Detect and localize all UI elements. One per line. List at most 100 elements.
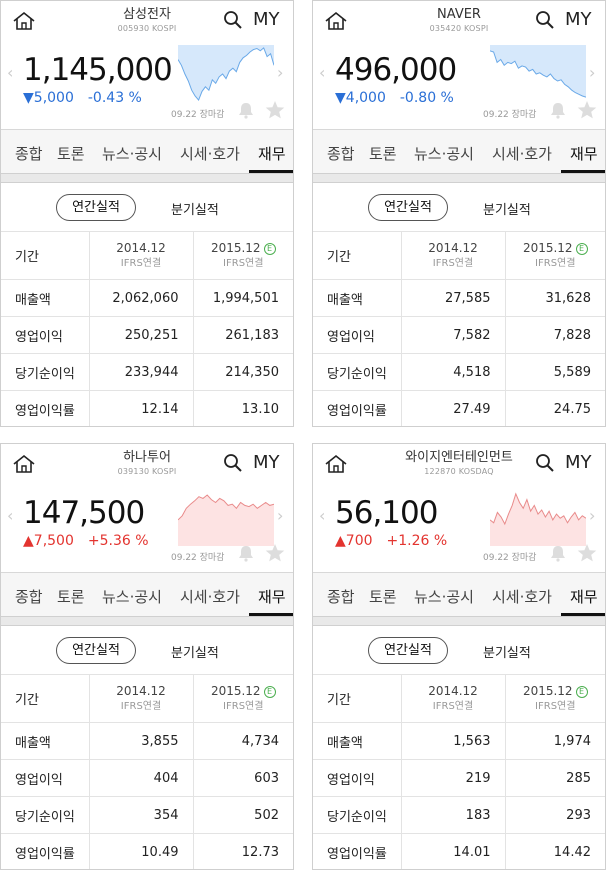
- change-arrow: ▲: [335, 533, 346, 549]
- home-icon[interactable]: [11, 453, 37, 475]
- stock-code: 039130 KOSPI: [117, 467, 177, 476]
- column-year: 2015.12 E: [506, 684, 606, 699]
- column-standard: IFRS연결: [535, 700, 576, 712]
- bell-icon[interactable]: [549, 101, 567, 119]
- top-bar: NAVER 035420 KOSPI MY: [313, 1, 605, 41]
- change-value: 700: [345, 533, 373, 549]
- active-tab-indicator: [249, 613, 293, 616]
- sparkline-area: [178, 495, 274, 546]
- star-icon[interactable]: [265, 543, 285, 563]
- column-2015: 2015.12 E IFRS연결: [193, 231, 293, 280]
- top-bar: 와이지엔터테인먼트 122870 KOSDAQ MY: [313, 444, 605, 484]
- tab-news[interactable]: 뉴스·공시: [414, 588, 474, 606]
- quarterly-button[interactable]: 분기실적: [171, 646, 219, 661]
- my-button[interactable]: MY: [565, 9, 592, 30]
- tab-quotes[interactable]: 시세·호가: [180, 145, 240, 163]
- cell-2014: 233,944: [89, 353, 194, 391]
- tab-financials[interactable]: 재무: [258, 588, 286, 606]
- tab-news[interactable]: 뉴스·공시: [102, 588, 162, 606]
- my-button[interactable]: MY: [253, 452, 280, 473]
- intraday-sparkline: [490, 45, 586, 98]
- cell-2014: 219: [401, 759, 506, 797]
- chevron-right-icon[interactable]: ›: [277, 63, 284, 82]
- chevron-left-icon[interactable]: ‹: [319, 506, 326, 525]
- price-change: ▲7,500 +5.36 %: [23, 532, 149, 550]
- chevron-left-icon[interactable]: ‹: [7, 506, 14, 525]
- tab-financials[interactable]: 재무: [570, 145, 598, 163]
- column-2015: 2015.12 E IFRS연결: [193, 674, 293, 723]
- top-bar: 하나투어 039130 KOSPI MY: [1, 444, 293, 484]
- search-icon[interactable]: [223, 10, 243, 30]
- star-icon[interactable]: [577, 543, 597, 563]
- tab-news[interactable]: 뉴스·공시: [414, 145, 474, 163]
- tab-discussion[interactable]: 토론: [57, 145, 85, 163]
- tab-summary[interactable]: 종합: [15, 145, 43, 163]
- home-icon[interactable]: [11, 10, 37, 32]
- intraday-sparkline: [490, 492, 586, 546]
- table-row: 영업이익률 27.49 24.75: [313, 390, 605, 426]
- bell-icon[interactable]: [237, 101, 255, 119]
- chevron-left-icon[interactable]: ‹: [7, 63, 14, 82]
- bell-icon[interactable]: [549, 544, 567, 562]
- market-status: 09.22 장마감: [483, 553, 537, 563]
- stock-code: 035420 KOSPI: [429, 24, 489, 33]
- tab-quotes[interactable]: 시세·호가: [492, 588, 552, 606]
- chevron-right-icon[interactable]: ›: [589, 506, 596, 525]
- tab-quotes[interactable]: 시세·호가: [180, 588, 240, 606]
- quarterly-button[interactable]: 분기실적: [483, 203, 531, 218]
- annual-button[interactable]: 연간실적: [368, 637, 448, 664]
- current-price: 147,500: [23, 495, 145, 531]
- search-icon[interactable]: [535, 453, 555, 473]
- intraday-sparkline: [178, 45, 274, 102]
- table-row: 영업이익 7,582 7,828: [313, 316, 605, 354]
- tab-news[interactable]: 뉴스·공시: [102, 145, 162, 163]
- my-button[interactable]: MY: [253, 9, 280, 30]
- column-standard: IFRS연결: [120, 700, 162, 712]
- search-icon[interactable]: [535, 10, 555, 30]
- home-icon[interactable]: [323, 453, 349, 475]
- column-year: 2014.12: [116, 240, 166, 255]
- price-change: ▼5,000 -0.43 %: [23, 89, 142, 107]
- table-row: 당기순이익 4,518 5,589: [313, 353, 605, 391]
- column-year: 2014.12: [428, 683, 478, 698]
- active-tab-indicator: [249, 170, 293, 173]
- tab-discussion[interactable]: 토론: [57, 588, 85, 606]
- stock-card-2: NAVER 035420 KOSPI MY ‹ › 496,000 ▼4,000…: [312, 0, 606, 427]
- quarterly-button[interactable]: 분기실적: [483, 646, 531, 661]
- column-standard: IFRS연결: [223, 700, 264, 712]
- annual-button[interactable]: 연간실적: [56, 194, 136, 221]
- annual-button[interactable]: 연간실적: [56, 637, 136, 664]
- row-label: 매출액: [313, 279, 402, 317]
- chevron-right-icon[interactable]: ›: [589, 63, 596, 82]
- search-icon[interactable]: [223, 453, 243, 473]
- tab-discussion[interactable]: 토론: [369, 588, 397, 606]
- price-change: ▼4,000 -0.80 %: [335, 89, 454, 107]
- chevron-left-icon[interactable]: ‹: [319, 63, 326, 82]
- cell-2014: 3,855: [89, 722, 194, 760]
- bell-icon[interactable]: [237, 544, 255, 562]
- tab-discussion[interactable]: 토론: [369, 145, 397, 163]
- star-icon[interactable]: [265, 100, 285, 120]
- table-header-row: 기간 2014.12 IFRS연결 2015.12 E IFRS연결: [313, 231, 605, 280]
- tab-financials[interactable]: 재무: [258, 145, 286, 163]
- cell-2014: 7,582: [401, 316, 506, 354]
- tab-summary[interactable]: 종합: [15, 588, 43, 606]
- tab-quotes[interactable]: 시세·호가: [492, 145, 552, 163]
- annual-button[interactable]: 연간실적: [368, 194, 448, 221]
- table-row: 영업이익률 14.01 14.42: [313, 833, 605, 869]
- column-year-text: 2015.12: [210, 240, 261, 255]
- tab-summary[interactable]: 종합: [327, 145, 355, 163]
- column-2014: 2014.12 IFRS연결: [401, 231, 506, 280]
- cell-2015: 31,628: [505, 279, 605, 317]
- star-icon[interactable]: [577, 100, 597, 120]
- change-arrow: ▼: [335, 90, 346, 106]
- home-icon[interactable]: [323, 10, 349, 32]
- stock-code: 122870 KOSDAQ: [424, 467, 494, 476]
- my-button[interactable]: MY: [565, 452, 592, 473]
- tab-summary[interactable]: 종합: [327, 588, 355, 606]
- table-row: 영업이익률 10.49 12.73: [1, 833, 293, 869]
- quarterly-button[interactable]: 분기실적: [171, 203, 219, 218]
- chevron-right-icon[interactable]: ›: [277, 506, 284, 525]
- active-tab-indicator: [561, 170, 605, 173]
- tab-financials[interactable]: 재무: [570, 588, 598, 606]
